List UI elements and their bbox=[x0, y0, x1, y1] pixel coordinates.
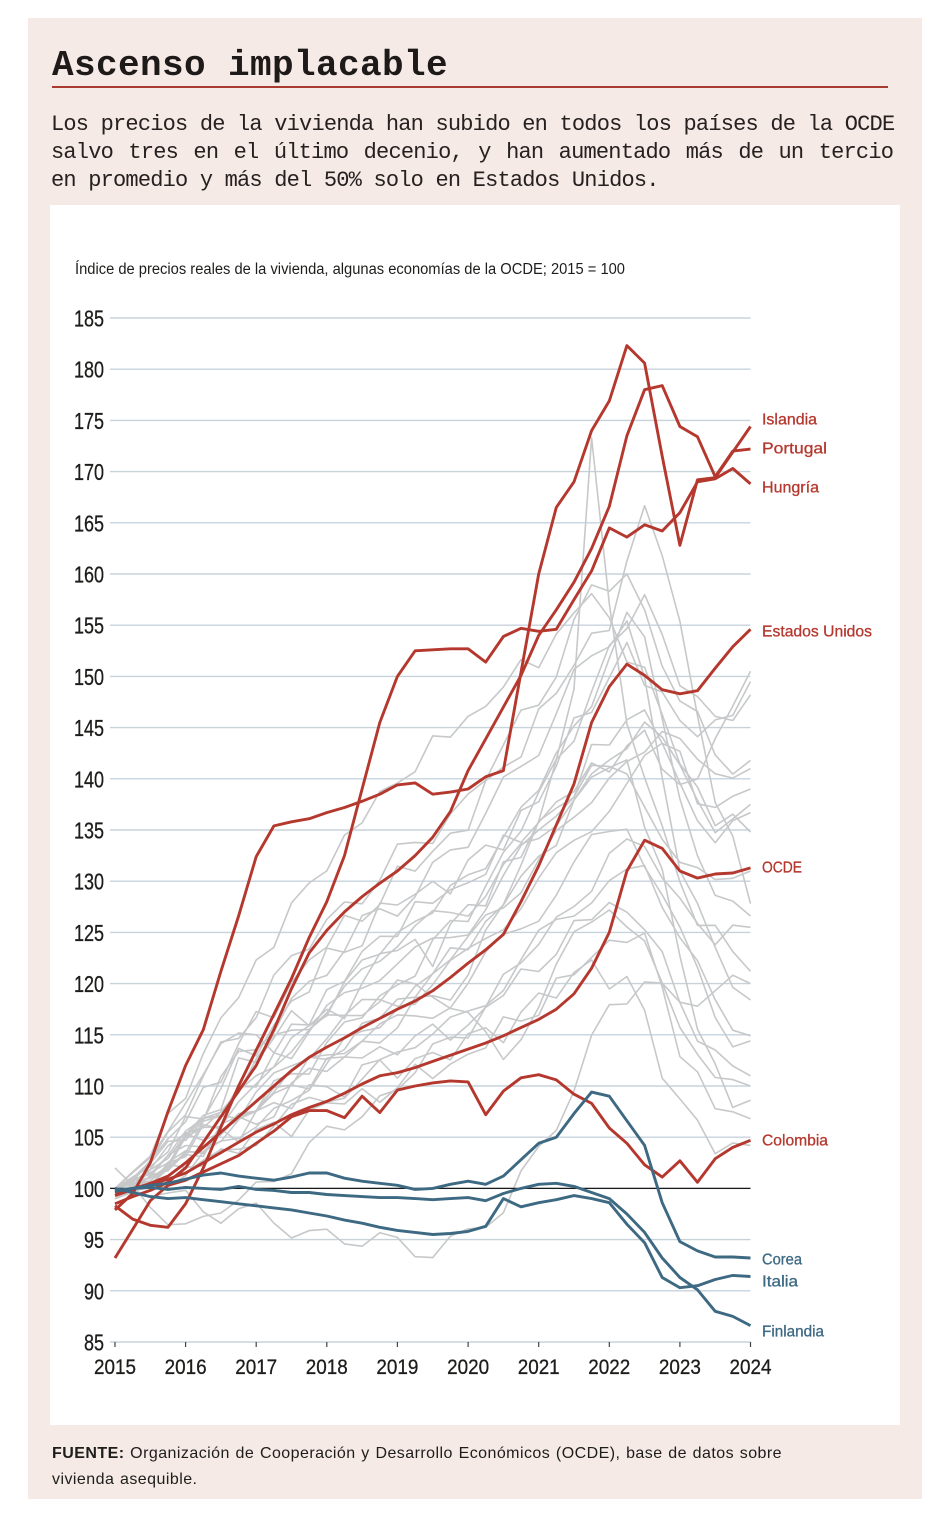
svg-text:Índice de precios reales de la: Índice de precios reales de la vivienda,… bbox=[75, 261, 625, 278]
svg-text:110: 110 bbox=[74, 1074, 104, 1100]
svg-text:2022: 2022 bbox=[588, 1356, 630, 1379]
svg-text:180: 180 bbox=[74, 357, 104, 383]
svg-text:135: 135 bbox=[74, 818, 104, 844]
svg-text:165: 165 bbox=[74, 510, 104, 536]
svg-text:125: 125 bbox=[74, 920, 104, 946]
svg-text:2020: 2020 bbox=[447, 1356, 489, 1379]
svg-text:OCDE: OCDE bbox=[762, 860, 802, 877]
svg-text:185: 185 bbox=[74, 306, 104, 332]
svg-text:Estados Unidos: Estados Unidos bbox=[762, 624, 872, 641]
svg-text:Portugal: Portugal bbox=[762, 441, 827, 458]
svg-text:2016: 2016 bbox=[165, 1356, 207, 1379]
svg-text:140: 140 bbox=[74, 766, 104, 792]
svg-text:Islandia: Islandia bbox=[762, 412, 817, 429]
svg-text:Colombia: Colombia bbox=[762, 1133, 828, 1150]
svg-text:90: 90 bbox=[84, 1278, 104, 1304]
svg-text:95: 95 bbox=[84, 1227, 104, 1253]
svg-text:145: 145 bbox=[74, 715, 104, 741]
svg-text:160: 160 bbox=[74, 562, 104, 588]
svg-text:170: 170 bbox=[74, 459, 104, 485]
svg-text:115: 115 bbox=[74, 1022, 104, 1048]
svg-text:2019: 2019 bbox=[376, 1356, 418, 1379]
svg-text:155: 155 bbox=[74, 613, 104, 639]
svg-text:2023: 2023 bbox=[659, 1356, 701, 1379]
svg-text:120: 120 bbox=[74, 971, 104, 997]
svg-text:Italia: Italia bbox=[762, 1274, 798, 1291]
svg-text:2015: 2015 bbox=[94, 1356, 136, 1379]
svg-text:Finlandia: Finlandia bbox=[762, 1324, 824, 1341]
svg-text:2018: 2018 bbox=[306, 1356, 348, 1379]
svg-text:130: 130 bbox=[74, 869, 104, 895]
svg-text:Corea: Corea bbox=[762, 1252, 802, 1269]
svg-text:2024: 2024 bbox=[730, 1356, 772, 1379]
svg-text:105: 105 bbox=[74, 1125, 104, 1151]
svg-text:2021: 2021 bbox=[518, 1356, 560, 1379]
svg-text:100: 100 bbox=[74, 1176, 104, 1202]
svg-text:85: 85 bbox=[84, 1330, 104, 1356]
svg-text:150: 150 bbox=[74, 664, 104, 690]
svg-text:Hungría: Hungría bbox=[762, 480, 819, 497]
svg-text:2017: 2017 bbox=[235, 1356, 277, 1379]
svg-text:175: 175 bbox=[74, 408, 104, 434]
